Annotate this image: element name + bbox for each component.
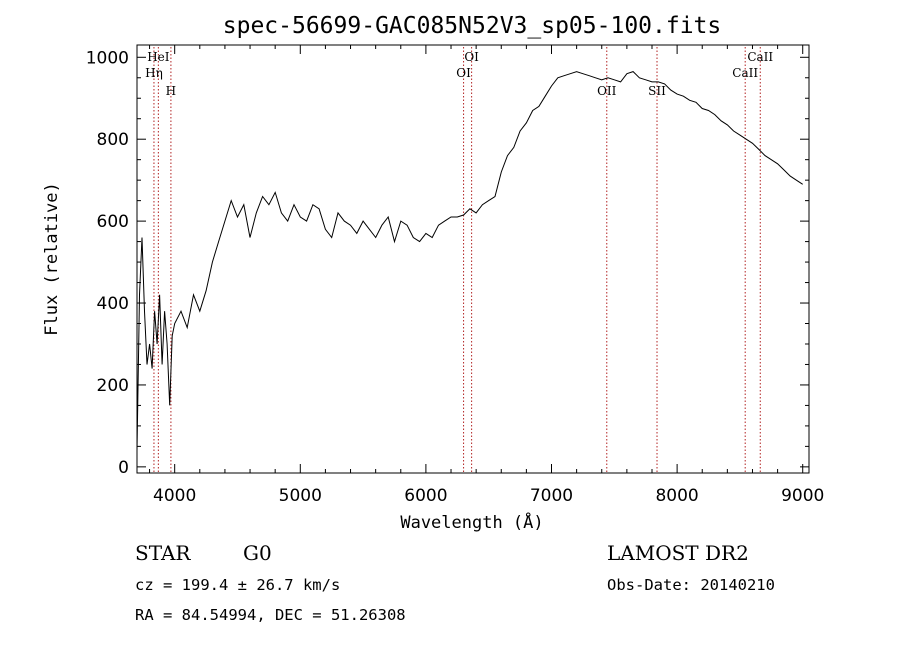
line-marker-label: Hη: [145, 66, 163, 80]
x-tick-label: 4000: [153, 486, 196, 506]
line-marker-label: OII: [597, 84, 617, 98]
y-tick-label: 0: [118, 458, 129, 478]
x-tick-label: 5000: [279, 486, 322, 506]
line-marker-label: H: [166, 84, 176, 98]
line-marker-label: OI: [464, 50, 479, 64]
y-tick-label: 200: [97, 376, 129, 396]
spectral-line-markers: HeI HηH OI OI OII SII CaII CaII: [145, 47, 773, 473]
y-tick-label: 800: [97, 130, 129, 150]
x-axis-ticks: 4000 5000 6000 7000 8000 9000: [149, 45, 824, 506]
line-marker-label: OI: [456, 66, 471, 80]
survey-name: LAMOST DR2: [607, 541, 749, 565]
x-tick-label: 8000: [655, 486, 698, 506]
obs-date: Obs-Date: 20140210: [607, 576, 775, 594]
x-axis-label: Wavelength (Å): [400, 511, 543, 533]
line-marker-label: CaII: [732, 66, 758, 80]
chart-title: spec-56699-GAC085N52V3_sp05-100.fits: [223, 13, 722, 39]
plot-frame: [136, 44, 810, 474]
x-tick-label: 7000: [530, 486, 573, 506]
y-tick-label: 600: [97, 212, 129, 232]
x-tick-label: 9000: [781, 486, 824, 506]
x-tick-label: 6000: [404, 486, 447, 506]
spectrum-line: [136, 71, 803, 451]
y-axis-label: Flux (relative): [42, 182, 62, 336]
y-tick-label: 1000: [86, 48, 129, 68]
redshift-cz: cz = 199.4 ± 26.7 km/s: [135, 576, 340, 594]
y-tick-label: 400: [97, 294, 129, 314]
subclass: G0: [243, 541, 272, 565]
line-marker-label: HeI: [147, 50, 170, 64]
coordinates: RA = 84.54994, DEC = 51.26308: [135, 606, 406, 624]
y-axis-ticks: 0 200 400 600 800 1000: [86, 48, 809, 478]
object-class: STAR: [135, 541, 191, 565]
line-marker-label: CaII: [747, 50, 773, 64]
line-marker-label: SII: [648, 84, 666, 98]
